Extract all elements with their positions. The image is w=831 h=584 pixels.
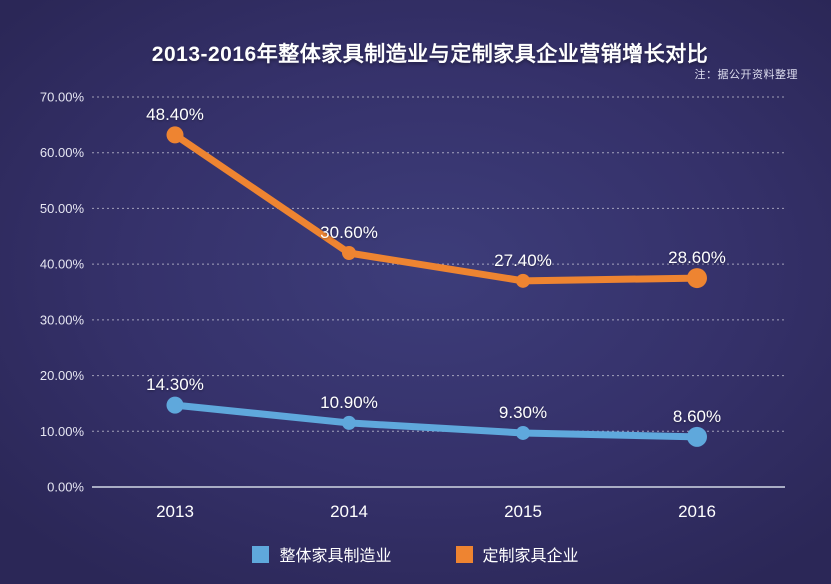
legend-item-custom-furniture: 定制家具企业 bbox=[455, 542, 579, 566]
data-point bbox=[516, 273, 530, 288]
x-tick-label: 2016 bbox=[678, 502, 716, 521]
legend-swatch-orange bbox=[455, 545, 473, 563]
y-tick-label: 40.00% bbox=[40, 257, 85, 272]
data-point bbox=[516, 425, 530, 440]
page-title: 2013-2016年整体家具制造业与定制家具企业营销增长对比 bbox=[151, 43, 709, 66]
data-label: 30.60% bbox=[320, 223, 378, 242]
legend: 整体家具制造业 定制家具企业 bbox=[0, 542, 831, 566]
data-label: 9.30% bbox=[499, 403, 547, 422]
y-tick-label: 60.00% bbox=[40, 145, 85, 160]
data-label: 14.30% bbox=[146, 375, 204, 394]
x-tick-label: 2015 bbox=[504, 502, 542, 521]
data-label: 10.90% bbox=[320, 393, 378, 412]
y-tick-label: 50.00% bbox=[40, 201, 85, 216]
y-tick-label: 70.00% bbox=[40, 90, 85, 105]
y-tick-label: 20.00% bbox=[40, 368, 85, 383]
source-note: 注：据公开资料整理 bbox=[694, 69, 798, 81]
y-tick-label: 10.00% bbox=[40, 424, 85, 439]
data-label: 27.40% bbox=[494, 251, 552, 270]
legend-label: 整体家具制造业 bbox=[279, 548, 392, 565]
series-line bbox=[171, 401, 701, 441]
legend-swatch-blue bbox=[252, 545, 270, 563]
legend-label: 定制家具企业 bbox=[482, 548, 579, 565]
data-point bbox=[342, 415, 356, 430]
legend-item-overall-furniture: 整体家具制造业 bbox=[252, 542, 392, 566]
data-label: 28.60% bbox=[668, 248, 726, 267]
series-line bbox=[171, 131, 701, 285]
data-point bbox=[166, 396, 184, 414]
x-tick-label: 2014 bbox=[330, 502, 368, 521]
y-tick-label: 0.00% bbox=[47, 480, 84, 495]
data-point bbox=[687, 268, 707, 289]
x-tick-label: 2013 bbox=[156, 502, 194, 521]
data-point bbox=[687, 426, 707, 447]
data-label: 48.40% bbox=[146, 105, 204, 124]
data-point bbox=[166, 126, 184, 144]
data-label: 8.60% bbox=[673, 407, 721, 426]
y-tick-label: 30.00% bbox=[40, 312, 85, 327]
data-point bbox=[342, 246, 356, 260]
